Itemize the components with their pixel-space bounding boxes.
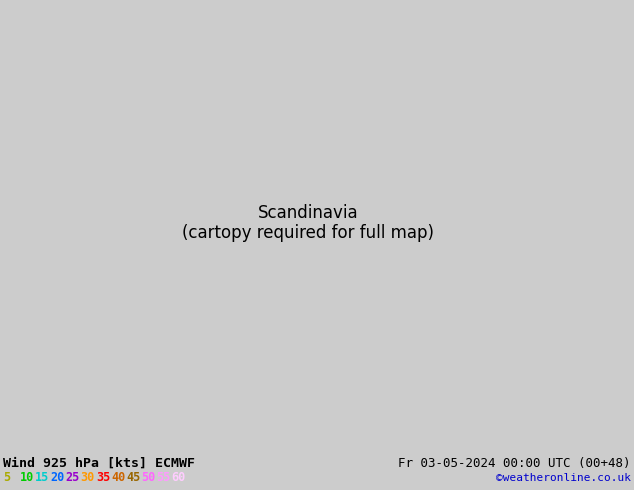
Text: 35: 35: [96, 471, 110, 485]
Text: Fr 03-05-2024 00:00 UTC (00+48): Fr 03-05-2024 00:00 UTC (00+48): [399, 457, 631, 470]
Text: 45: 45: [126, 471, 140, 485]
Text: Wind 925 hPa [kts] ECMWF: Wind 925 hPa [kts] ECMWF: [3, 457, 195, 470]
Text: 20: 20: [50, 471, 64, 485]
Text: Scandinavia
(cartopy required for full map): Scandinavia (cartopy required for full m…: [182, 203, 434, 243]
Text: 60: 60: [171, 471, 185, 485]
Text: 40: 40: [111, 471, 126, 485]
Text: 55: 55: [156, 471, 171, 485]
Text: 50: 50: [141, 471, 155, 485]
Text: ©weatheronline.co.uk: ©weatheronline.co.uk: [496, 473, 631, 483]
Text: 5: 5: [3, 471, 10, 485]
Text: 10: 10: [20, 471, 34, 485]
Text: 15: 15: [35, 471, 49, 485]
Text: 30: 30: [80, 471, 94, 485]
Text: 25: 25: [65, 471, 79, 485]
